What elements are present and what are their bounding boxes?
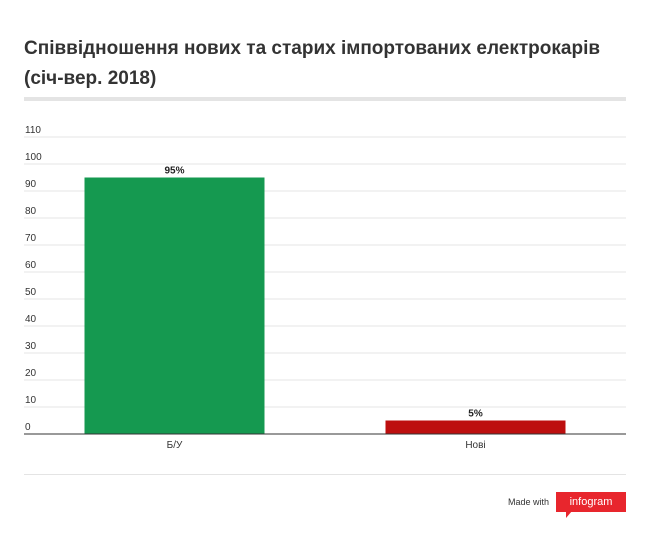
x-axis-ticks: Б/У Нові [167, 440, 486, 451]
gridlines [24, 136, 626, 408]
y-tick-label: 40 [25, 314, 37, 325]
y-tick-label: 60 [25, 260, 37, 271]
bars [84, 177, 566, 435]
y-tick-label: 80 [25, 206, 37, 217]
y-tick-label: 30 [25, 341, 37, 352]
infogram-logo-tip [566, 511, 572, 518]
y-tick-label: 100 [25, 152, 42, 163]
title-divider [24, 97, 626, 101]
data-label: 95% [164, 166, 184, 177]
y-axis-ticks: 0 10 20 30 40 50 60 70 80 90 100 110 [25, 125, 42, 433]
y-tick-label: 90 [25, 179, 37, 190]
y-tick-label: 0 [25, 422, 31, 433]
footer-divider [24, 474, 626, 475]
bar-2[interactable] [385, 420, 566, 435]
y-tick-label: 10 [25, 395, 37, 406]
y-tick-label: 70 [25, 233, 37, 244]
chart-title: Співвідношення нових та старих імпортова… [24, 38, 601, 89]
data-labels: 95% 5% [164, 166, 482, 420]
bar-1[interactable] [84, 177, 265, 435]
y-tick-label: 110 [25, 125, 41, 136]
x-tick-label: Б/У [167, 440, 183, 451]
x-tick-label: Нові [465, 440, 485, 451]
data-label: 5% [468, 409, 483, 420]
y-tick-label: 20 [25, 368, 37, 379]
y-tick-label: 50 [25, 287, 37, 298]
made-with-label: Made with [508, 497, 550, 507]
infogram-logo[interactable]: infogram [556, 492, 626, 512]
